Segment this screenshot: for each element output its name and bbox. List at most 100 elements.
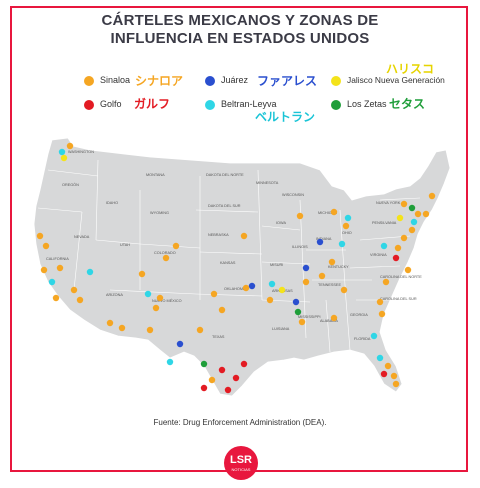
marker-sinaloa — [296, 212, 304, 220]
marker-sinaloa — [152, 304, 160, 312]
state-label: ARIZONA — [106, 293, 123, 297]
marker-juarez — [292, 298, 300, 306]
legend-label: Juárez — [221, 75, 249, 85]
state-label: WISCONSIN — [282, 193, 304, 197]
marker-sinaloa — [218, 306, 226, 314]
marker-sinaloa — [394, 244, 402, 252]
marker-sinaloa — [404, 266, 412, 274]
state-label: TEXAS — [212, 335, 225, 339]
marker-sinaloa — [390, 372, 398, 380]
logo-main-text: LSR — [230, 454, 252, 466]
state-label: NUEVO MÉXICO — [152, 298, 182, 303]
source-note: Fuente: Drug Enforcement Administration … — [153, 418, 327, 427]
marker-beltran — [144, 290, 152, 298]
state-label: CAROLINA DEL SUR — [380, 297, 417, 301]
marker-sinaloa — [330, 208, 338, 216]
legend-jp-beltran: ベルトラン — [255, 110, 316, 124]
title-line-1: CÁRTELES MEXICANOS Y ZONAS DE — [101, 12, 379, 29]
marker-golfo — [224, 386, 232, 394]
marker-jalisco — [396, 214, 404, 222]
marker-sinaloa — [146, 326, 154, 334]
marker-sinaloa — [422, 210, 430, 218]
state-label: WYOMING — [150, 211, 169, 215]
state-label: ALABAMA — [320, 319, 338, 323]
marker-sinaloa — [76, 296, 84, 304]
state-label: NEBRASKA — [208, 233, 229, 237]
marker-beltran — [268, 280, 276, 288]
map-title: CÁRTELES MEXICANOS Y ZONAS DE INFLUENCIA… — [0, 12, 480, 48]
title-line-2: INFLUENCIA EN ESTADOS UNIDOS — [110, 30, 370, 47]
marker-sinaloa — [378, 310, 386, 318]
marker-golfo — [232, 374, 240, 382]
marker-sinaloa — [382, 278, 390, 286]
cartel-markers — [36, 142, 436, 394]
state-label: PENSILVANIA — [372, 221, 397, 225]
marker-sinaloa — [52, 294, 60, 302]
marker-sinaloa — [240, 232, 248, 240]
marker-beltran — [166, 358, 174, 366]
state-label: MISURI — [270, 263, 283, 267]
marker-sinaloa — [40, 266, 48, 274]
state-label: KANSAS — [220, 261, 236, 265]
marker-golfo — [240, 360, 248, 368]
marker-sinaloa — [428, 192, 436, 200]
marker-sinaloa — [298, 318, 306, 326]
legend-label: Jalisco Nueva Generación — [347, 75, 445, 85]
state-label: OREGÓN — [62, 182, 79, 187]
state-label: DAKOTA DEL NORTE — [206, 173, 244, 177]
marker-beltran — [48, 278, 56, 286]
marker-sinaloa — [400, 200, 408, 208]
marker-sinaloa — [400, 234, 408, 242]
marker-sinaloa — [156, 294, 164, 302]
marker-sinaloa — [118, 324, 126, 332]
marker-sinaloa — [384, 362, 392, 370]
marker-sinaloa — [36, 232, 44, 240]
state-label: OHIO — [342, 231, 352, 235]
state-label: ILLINOIS — [292, 245, 308, 249]
marker-sinaloa — [162, 254, 170, 262]
marker-golfo — [200, 384, 208, 392]
legend-label: Beltran-Leyva — [221, 99, 277, 109]
state-label: MINNESOTA — [256, 181, 279, 185]
marker-sinaloa — [70, 286, 78, 294]
marker-juarez — [248, 282, 256, 290]
marker-jalisco — [278, 286, 286, 294]
jalisco-dot-icon — [331, 76, 341, 86]
marker-sinaloa — [266, 296, 274, 304]
marker-juarez — [316, 238, 324, 246]
marker-sinaloa — [392, 380, 400, 388]
state-label: COLORADO — [154, 251, 176, 255]
marker-juarez — [302, 264, 310, 272]
marker-sinaloa — [106, 319, 114, 327]
legend-jp-golfo: ガルフ — [134, 97, 171, 111]
marker-golfo — [380, 370, 388, 378]
state-label: NEVADA — [74, 235, 90, 239]
state-label: DAKOTA DEL SUR — [208, 204, 241, 208]
juarez-dot-icon — [205, 76, 215, 86]
marker-beltran — [380, 242, 388, 250]
marker-beltran — [58, 148, 66, 156]
state-label: TENNESSEE — [318, 283, 341, 287]
state-label: OKLAHOMA — [224, 287, 246, 291]
state-label: INDIANA — [316, 237, 332, 241]
marker-sinaloa — [66, 142, 74, 150]
marker-sinaloa — [318, 272, 326, 280]
marker-sinaloa — [208, 376, 216, 384]
state-label: LUISIANA — [272, 327, 290, 331]
marker-sinaloa — [42, 242, 50, 250]
state-label: WASHINGTON — [68, 150, 94, 154]
state-label: GEORGIA — [350, 313, 368, 317]
marker-sinaloa — [342, 222, 350, 230]
state-label: IDAHO — [106, 201, 118, 205]
marker-sinaloa — [196, 326, 204, 334]
us-outline — [33, 137, 451, 397]
legend-label: Los Zetas — [347, 99, 387, 109]
legend-jp-zetas: セタス — [389, 97, 426, 111]
state-label: CAROLINA DEL NORTE — [380, 275, 422, 279]
marker-golfo — [218, 366, 226, 374]
state-label: VIRGINIA — [370, 253, 387, 257]
marker-zetas — [408, 204, 416, 212]
legend-label: Sinaloa — [100, 75, 131, 85]
marker-sinaloa — [330, 314, 338, 322]
state-label: MICHIGAN — [318, 211, 337, 215]
